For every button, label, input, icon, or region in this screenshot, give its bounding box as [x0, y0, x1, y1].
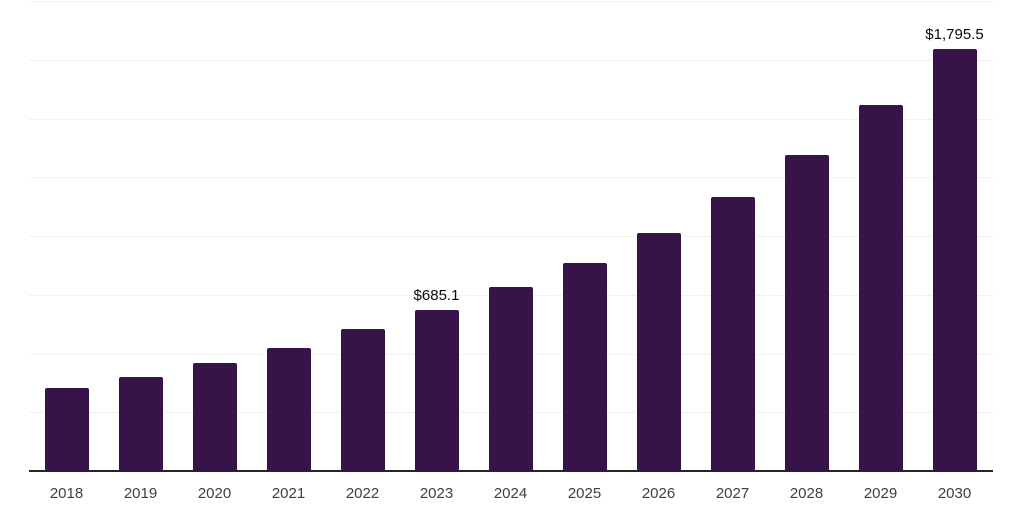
- x-tick-label-2024: 2024: [493, 485, 528, 502]
- bar-value-label-2030: $1,795.5: [925, 26, 984, 44]
- bar-2023: [414, 310, 459, 471]
- x-tick-label-2027: 2027: [715, 485, 750, 502]
- bar-2026: [636, 232, 681, 471]
- x-axis-labels: 2018 2019 2020 2021 2022 2023 2024 2025 2026 2027…: [29, 485, 993, 505]
- x-tick-label-2022: 2022: [345, 485, 380, 502]
- gridline: [29, 118, 993, 120]
- plot-area: $685.1 $1,795.5: [29, 1, 993, 472]
- x-tick-label-2030: 2030: [937, 485, 972, 502]
- x-tick-label-2026: 2026: [641, 485, 676, 502]
- x-tick-label-2025: 2025: [567, 485, 602, 502]
- gridline: [29, 177, 993, 179]
- bar-2022: [340, 329, 385, 471]
- x-tick-label-2018: 2018: [49, 485, 84, 502]
- x-tick-label-2023: 2023: [419, 485, 454, 502]
- bar-2020: [192, 362, 237, 471]
- gridline: [29, 59, 993, 61]
- bar-2024: [488, 287, 533, 471]
- x-tick-label-2028: 2028: [789, 485, 824, 502]
- x-tick-label-2019: 2019: [123, 485, 158, 502]
- bar-2027: [710, 197, 755, 471]
- x-tick-label-2029: 2029: [863, 485, 898, 502]
- x-tick-label-2020: 2020: [197, 485, 232, 502]
- bar-2025: [562, 263, 607, 471]
- x-tick-label-2021: 2021: [271, 485, 306, 502]
- bar-2021: [266, 348, 311, 471]
- gridline: [29, 1, 993, 2]
- bar-2029: [858, 105, 903, 471]
- bar-2018: [44, 388, 89, 471]
- bar-value-label-2023: $685.1: [413, 287, 460, 305]
- gridline: [29, 236, 993, 237]
- bar-2019: [118, 377, 163, 471]
- bar-2028: [784, 154, 829, 471]
- bar-2030: [932, 49, 977, 471]
- x-axis-line: [29, 470, 993, 472]
